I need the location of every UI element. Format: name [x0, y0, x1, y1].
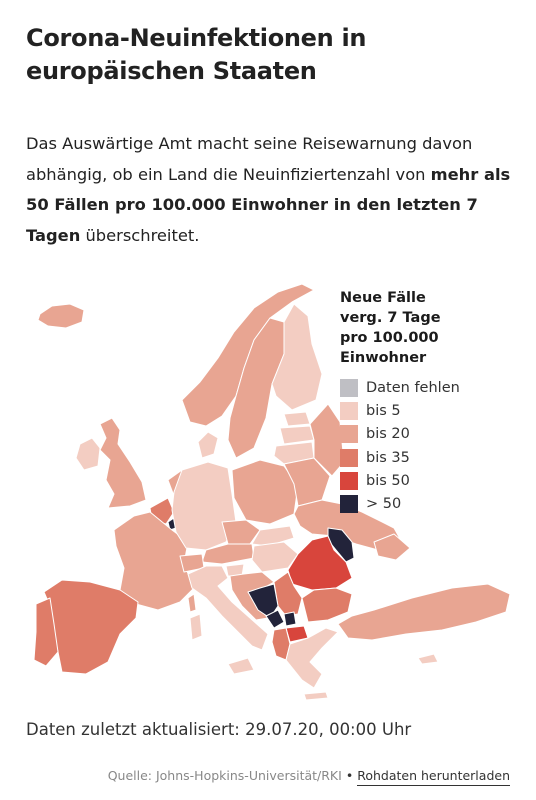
source-separator: •	[345, 768, 354, 783]
source-line: Quelle: Johns-Hopkins-Universität/RKI • Ro…	[107, 768, 510, 786]
legend-swatch	[340, 448, 358, 467]
country-italy-sicily[interactable]	[227, 657, 255, 675]
legend-item: bis 5	[340, 399, 520, 422]
legend-label: bis 20	[366, 426, 410, 443]
page-title: Corona-Neuinfektionen in europäischen St…	[26, 24, 367, 85]
country-estonia[interactable]	[283, 411, 311, 427]
country-denmark[interactable]	[197, 431, 219, 459]
legend-item: bis 20	[340, 423, 520, 446]
legend-swatch	[340, 378, 358, 397]
legend-label: > 50	[366, 496, 402, 513]
country-norway[interactable]	[181, 283, 315, 427]
country-cyprus[interactable]	[417, 653, 439, 665]
country-greece[interactable]	[285, 627, 339, 689]
country-greece-crete[interactable]	[303, 691, 329, 701]
country-spain[interactable]	[43, 579, 139, 675]
source-text: Quelle: Johns-Hopkins-Universität/RKI	[107, 768, 342, 783]
legend-swatch	[340, 401, 358, 420]
country-france[interactable]	[113, 511, 195, 611]
download-raw-data-link[interactable]: Rohdaten herunterladen	[357, 768, 510, 786]
country-iceland[interactable]	[37, 303, 85, 329]
intro-end: überschreitet.	[80, 225, 200, 245]
legend-swatch	[340, 425, 358, 444]
country-latvia[interactable]	[279, 425, 315, 445]
legend-title: Neue Fälle verg. 7 Tage pro 100.000 Einw…	[340, 290, 441, 366]
last-updated: Daten zuletzt aktualisiert: 29.07.20, 00…	[26, 720, 412, 739]
country-turkey[interactable]	[337, 583, 511, 641]
country-kosovo[interactable]	[283, 611, 297, 627]
legend-label: bis 35	[366, 449, 410, 466]
legend-item: bis 35	[340, 446, 520, 469]
legend-label: bis 5	[366, 402, 401, 419]
country-germany[interactable]	[171, 461, 237, 551]
intro-plain: Das Auswärtige Amt macht seine Reisewarn…	[26, 134, 473, 184]
legend-label: Daten fehlen	[366, 379, 460, 396]
legend-list: Daten fehlen bis 5 bis 20 bis 35 bis 50 …	[340, 376, 520, 516]
country-serbia[interactable]	[273, 571, 303, 617]
europe-map	[33, 283, 511, 701]
legend-item: > 50	[340, 492, 520, 515]
country-crimea-coast[interactable]	[373, 533, 411, 561]
legend-item: Daten fehlen	[340, 376, 520, 399]
country-hungary[interactable]	[251, 541, 299, 573]
country-corsica[interactable]	[187, 593, 197, 613]
country-bosnia[interactable]	[247, 583, 279, 619]
country-czechia[interactable]	[221, 519, 261, 545]
intro-bold: mehr als 50 Fällen pro 100.000 Einwohner…	[26, 164, 511, 245]
legend-swatch	[340, 495, 358, 514]
country-russia[interactable]	[309, 403, 345, 477]
legend-label: bis 50	[366, 472, 410, 489]
country-portugal[interactable]	[33, 597, 59, 667]
country-ireland[interactable]	[75, 437, 101, 471]
country-italy-sardinia[interactable]	[189, 613, 203, 641]
country-italy[interactable]	[187, 565, 269, 651]
country-finland[interactable]	[271, 303, 323, 411]
country-montenegro[interactable]	[265, 609, 285, 629]
intro-text: Das Auswärtige Amt macht seine Reisewarn…	[26, 129, 516, 251]
country-united-kingdom[interactable]	[99, 417, 147, 509]
country-bulgaria[interactable]	[301, 587, 353, 623]
legend-swatch	[340, 471, 358, 490]
map-legend: Neue Fälle verg. 7 Tage pro 100.000 Einw…	[340, 288, 520, 516]
legend-item: bis 50	[340, 469, 520, 492]
